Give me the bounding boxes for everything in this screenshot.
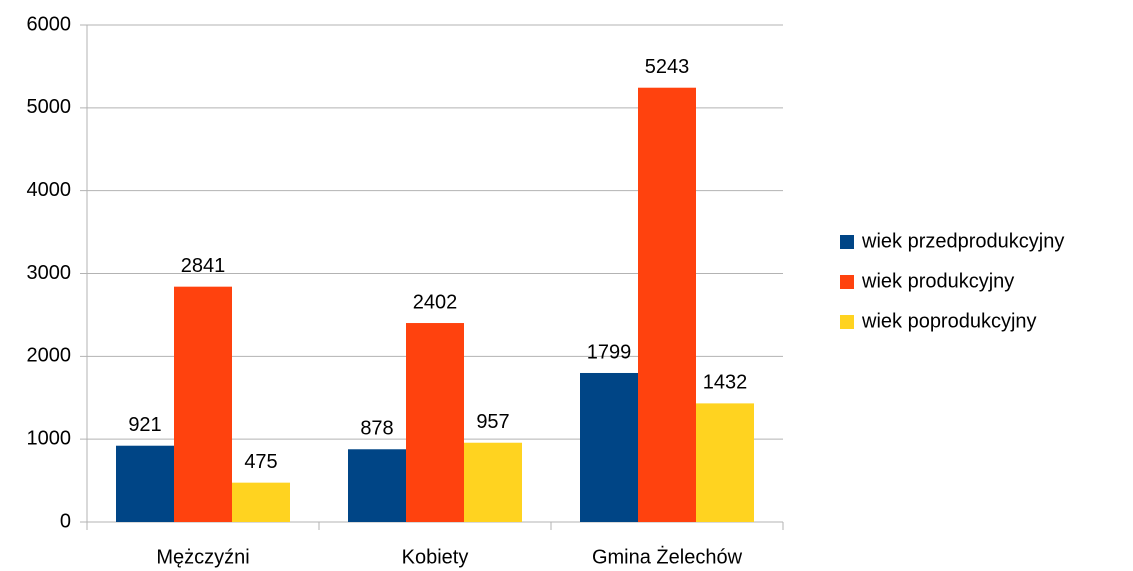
y-tick-label: 2000 xyxy=(27,345,72,367)
legend-label: wiek przedprodukcyjny xyxy=(861,230,1064,252)
bar xyxy=(638,87,696,522)
data-label: 2841 xyxy=(181,255,226,277)
x-tick-label: Kobiety xyxy=(402,546,469,568)
y-tick-label: 3000 xyxy=(27,262,72,284)
data-label: 2402 xyxy=(413,291,458,313)
bar xyxy=(232,482,290,522)
bar xyxy=(580,372,638,522)
data-label: 5243 xyxy=(645,56,690,78)
data-label: 921 xyxy=(128,414,161,436)
bar xyxy=(406,323,464,522)
legend-swatch xyxy=(840,315,854,329)
bar xyxy=(696,403,754,522)
x-tick-label: Mężczyźni xyxy=(156,546,249,568)
y-tick-label: 1000 xyxy=(27,427,72,449)
bar xyxy=(174,286,232,522)
legend-label: wiek poprodukcyjny xyxy=(861,310,1037,332)
bar xyxy=(116,445,174,522)
data-label: 1799 xyxy=(587,341,632,363)
y-tick-label: 6000 xyxy=(27,13,72,35)
y-tick-label: 5000 xyxy=(27,96,72,118)
data-label: 957 xyxy=(476,411,509,433)
bar xyxy=(464,442,522,522)
data-label: 1432 xyxy=(703,372,748,394)
data-label: 878 xyxy=(360,418,393,440)
x-tick-label: Gmina Żelechów xyxy=(592,545,743,568)
legend-swatch xyxy=(840,235,854,249)
y-tick-label: 0 xyxy=(60,510,71,532)
data-label: 475 xyxy=(244,451,277,473)
legend-swatch xyxy=(840,275,854,289)
y-tick-label: 4000 xyxy=(27,179,72,201)
legend-label: wiek produkcyjny xyxy=(861,270,1014,292)
bar xyxy=(348,449,406,522)
